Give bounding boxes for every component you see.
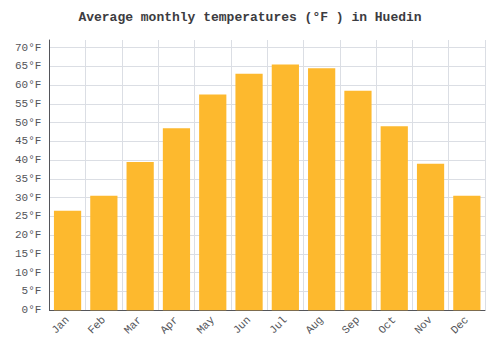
svg-text:Nov: Nov bbox=[412, 314, 435, 337]
svg-text:Aug: Aug bbox=[303, 314, 325, 336]
svg-text:55°F: 55°F bbox=[15, 98, 41, 110]
svg-text:65°F: 65°F bbox=[15, 60, 41, 72]
svg-text:Jun: Jun bbox=[231, 314, 253, 336]
svg-text:Apr: Apr bbox=[158, 314, 180, 336]
svg-text:45°F: 45°F bbox=[15, 135, 41, 147]
svg-text:30°F: 30°F bbox=[15, 192, 41, 204]
svg-text:Oct: Oct bbox=[376, 314, 398, 336]
svg-text:70°F: 70°F bbox=[15, 42, 41, 54]
svg-text:Jan: Jan bbox=[49, 314, 71, 336]
svg-text:Jul: Jul bbox=[267, 314, 289, 336]
svg-text:May: May bbox=[195, 314, 218, 337]
svg-text:25°F: 25°F bbox=[15, 210, 41, 222]
svg-text:Average monthly temperatures (: Average monthly temperatures (°F ) in Hu… bbox=[78, 10, 421, 25]
svg-text:35°F: 35°F bbox=[15, 173, 41, 185]
svg-text:Mar: Mar bbox=[122, 314, 144, 336]
svg-text:Sep: Sep bbox=[340, 314, 362, 336]
svg-text:20°F: 20°F bbox=[15, 229, 41, 241]
svg-text:10°F: 10°F bbox=[15, 267, 41, 279]
svg-text:Feb: Feb bbox=[86, 314, 108, 336]
svg-text:50°F: 50°F bbox=[15, 117, 41, 129]
svg-text:Dec: Dec bbox=[449, 314, 471, 336]
svg-text:40°F: 40°F bbox=[15, 154, 41, 166]
svg-text:0°F: 0°F bbox=[22, 304, 42, 316]
svg-text:15°F: 15°F bbox=[15, 248, 41, 260]
svg-text:5°F: 5°F bbox=[22, 285, 42, 297]
svg-text:60°F: 60°F bbox=[15, 79, 41, 91]
